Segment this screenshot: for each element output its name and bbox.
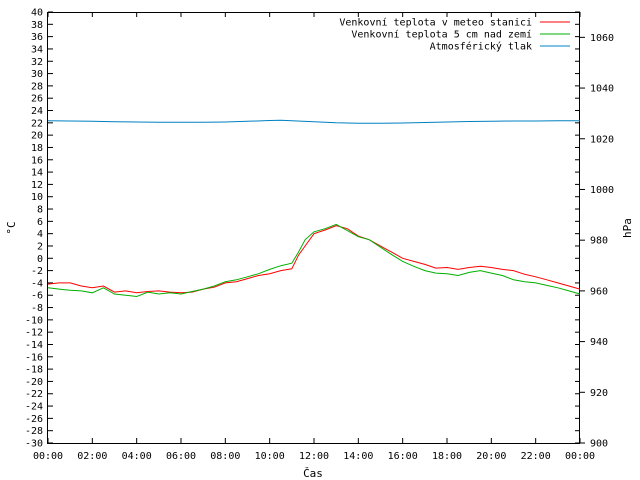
y-tick-label: 4 — [37, 229, 43, 240]
y2-axis-label: hPa — [621, 218, 634, 238]
y2-tick-label: 1060 — [590, 33, 614, 44]
y-tick-label: 38 — [31, 20, 43, 31]
y2-tick-label: 940 — [590, 337, 608, 348]
x-tick-label: 04:00 — [122, 451, 152, 462]
y-tick-label: -30 — [25, 439, 43, 450]
y-tick-label: 32 — [31, 57, 43, 68]
y-tick-label: 34 — [31, 44, 43, 55]
y-tick-label: -4 — [31, 278, 43, 289]
x-tick-label: 14:00 — [343, 451, 373, 462]
x-tick-label: 20:00 — [476, 451, 506, 462]
y-tick-label: 22 — [31, 118, 43, 129]
legend-label: Atmosférický tlak — [430, 41, 532, 53]
x-tick-label: 02:00 — [77, 451, 107, 462]
x-tick-label: 16:00 — [388, 451, 418, 462]
y-tick-label: 30 — [31, 69, 43, 80]
series-line-1 — [47, 223, 581, 298]
y-tick-label: -10 — [25, 315, 43, 326]
y-tick-label: 18 — [31, 143, 43, 154]
y-tick-label: -8 — [31, 303, 43, 314]
y-tick-label: 2 — [37, 241, 43, 252]
y2-tick-label: 980 — [590, 236, 608, 247]
y-tick-label: -14 — [25, 340, 43, 351]
x-tick-label: 10:00 — [255, 451, 285, 462]
y-tick-label: 16 — [31, 155, 43, 166]
x-tick-label: 12:00 — [299, 451, 329, 462]
y2-tick-label: 1040 — [590, 84, 614, 95]
y-tick-label: 8 — [37, 205, 43, 216]
y-tick-label: -2 — [31, 266, 43, 277]
y-tick-label: -6 — [31, 291, 43, 302]
right-axis-ticks: 1060 1040 1020 1000 980 960 940 920 900 — [580, 33, 614, 450]
x-tick-label: 08:00 — [210, 451, 240, 462]
series-line-2 — [47, 119, 580, 124]
legend: Venkovní teplota v meteo staniciVenkovní… — [339, 17, 570, 53]
legend-label: Venkovní teplota v meteo stanici — [339, 17, 532, 29]
series-lines — [47, 119, 581, 298]
x-tick-label: 22:00 — [521, 451, 551, 462]
y-tick-label: 36 — [31, 32, 43, 43]
y-tick-label: 40 — [31, 8, 43, 19]
y-tick-label: -28 — [25, 426, 43, 437]
x-tick-label: 00:00 — [33, 451, 63, 462]
y2-tick-label: 1020 — [590, 134, 614, 145]
y-tick-label: 14 — [31, 168, 43, 179]
y-tick-label: 26 — [31, 94, 43, 105]
y-tick-label: 10 — [31, 192, 43, 203]
y-axis-label: °C — [5, 221, 18, 234]
series-line-0 — [47, 225, 581, 294]
y-tick-label: -16 — [25, 352, 43, 363]
x-axis-ticks: 00:00 02:00 04:00 06:00 08:00 10:00 12:00 14:00… — [33, 12, 595, 462]
y2-tick-label: 920 — [590, 388, 608, 399]
y-tick-label: 6 — [37, 217, 43, 228]
y-tick-label: 24 — [31, 106, 43, 117]
legend-label: Venkovní teplota 5 cm nad zemí — [351, 29, 532, 41]
y-tick-label: -20 — [25, 377, 43, 388]
y-tick-label: -24 — [25, 402, 43, 413]
x-tick-label: 06:00 — [166, 451, 196, 462]
y2-tick-label: 1000 — [590, 185, 614, 196]
left-axis-ticks: 4038363432302826242220181614121086420-2-… — [25, 8, 580, 450]
y-tick-label: 12 — [31, 180, 43, 191]
y-tick-label: 20 — [31, 131, 43, 142]
y-tick-label: -26 — [25, 414, 43, 425]
y2-tick-label: 900 — [590, 439, 608, 450]
y2-tick-label: 960 — [590, 286, 608, 297]
x-axis-label: Čas — [303, 467, 323, 480]
y-tick-label: 0 — [37, 254, 43, 265]
y-tick-label: 28 — [31, 81, 43, 92]
x-tick-label: 00:00 — [565, 451, 595, 462]
x-tick-label: 18:00 — [432, 451, 462, 462]
y-tick-label: -12 — [25, 328, 43, 339]
y-tick-label: -22 — [25, 389, 43, 400]
plot-frame — [47, 12, 580, 444]
y-tick-label: -18 — [25, 365, 43, 376]
